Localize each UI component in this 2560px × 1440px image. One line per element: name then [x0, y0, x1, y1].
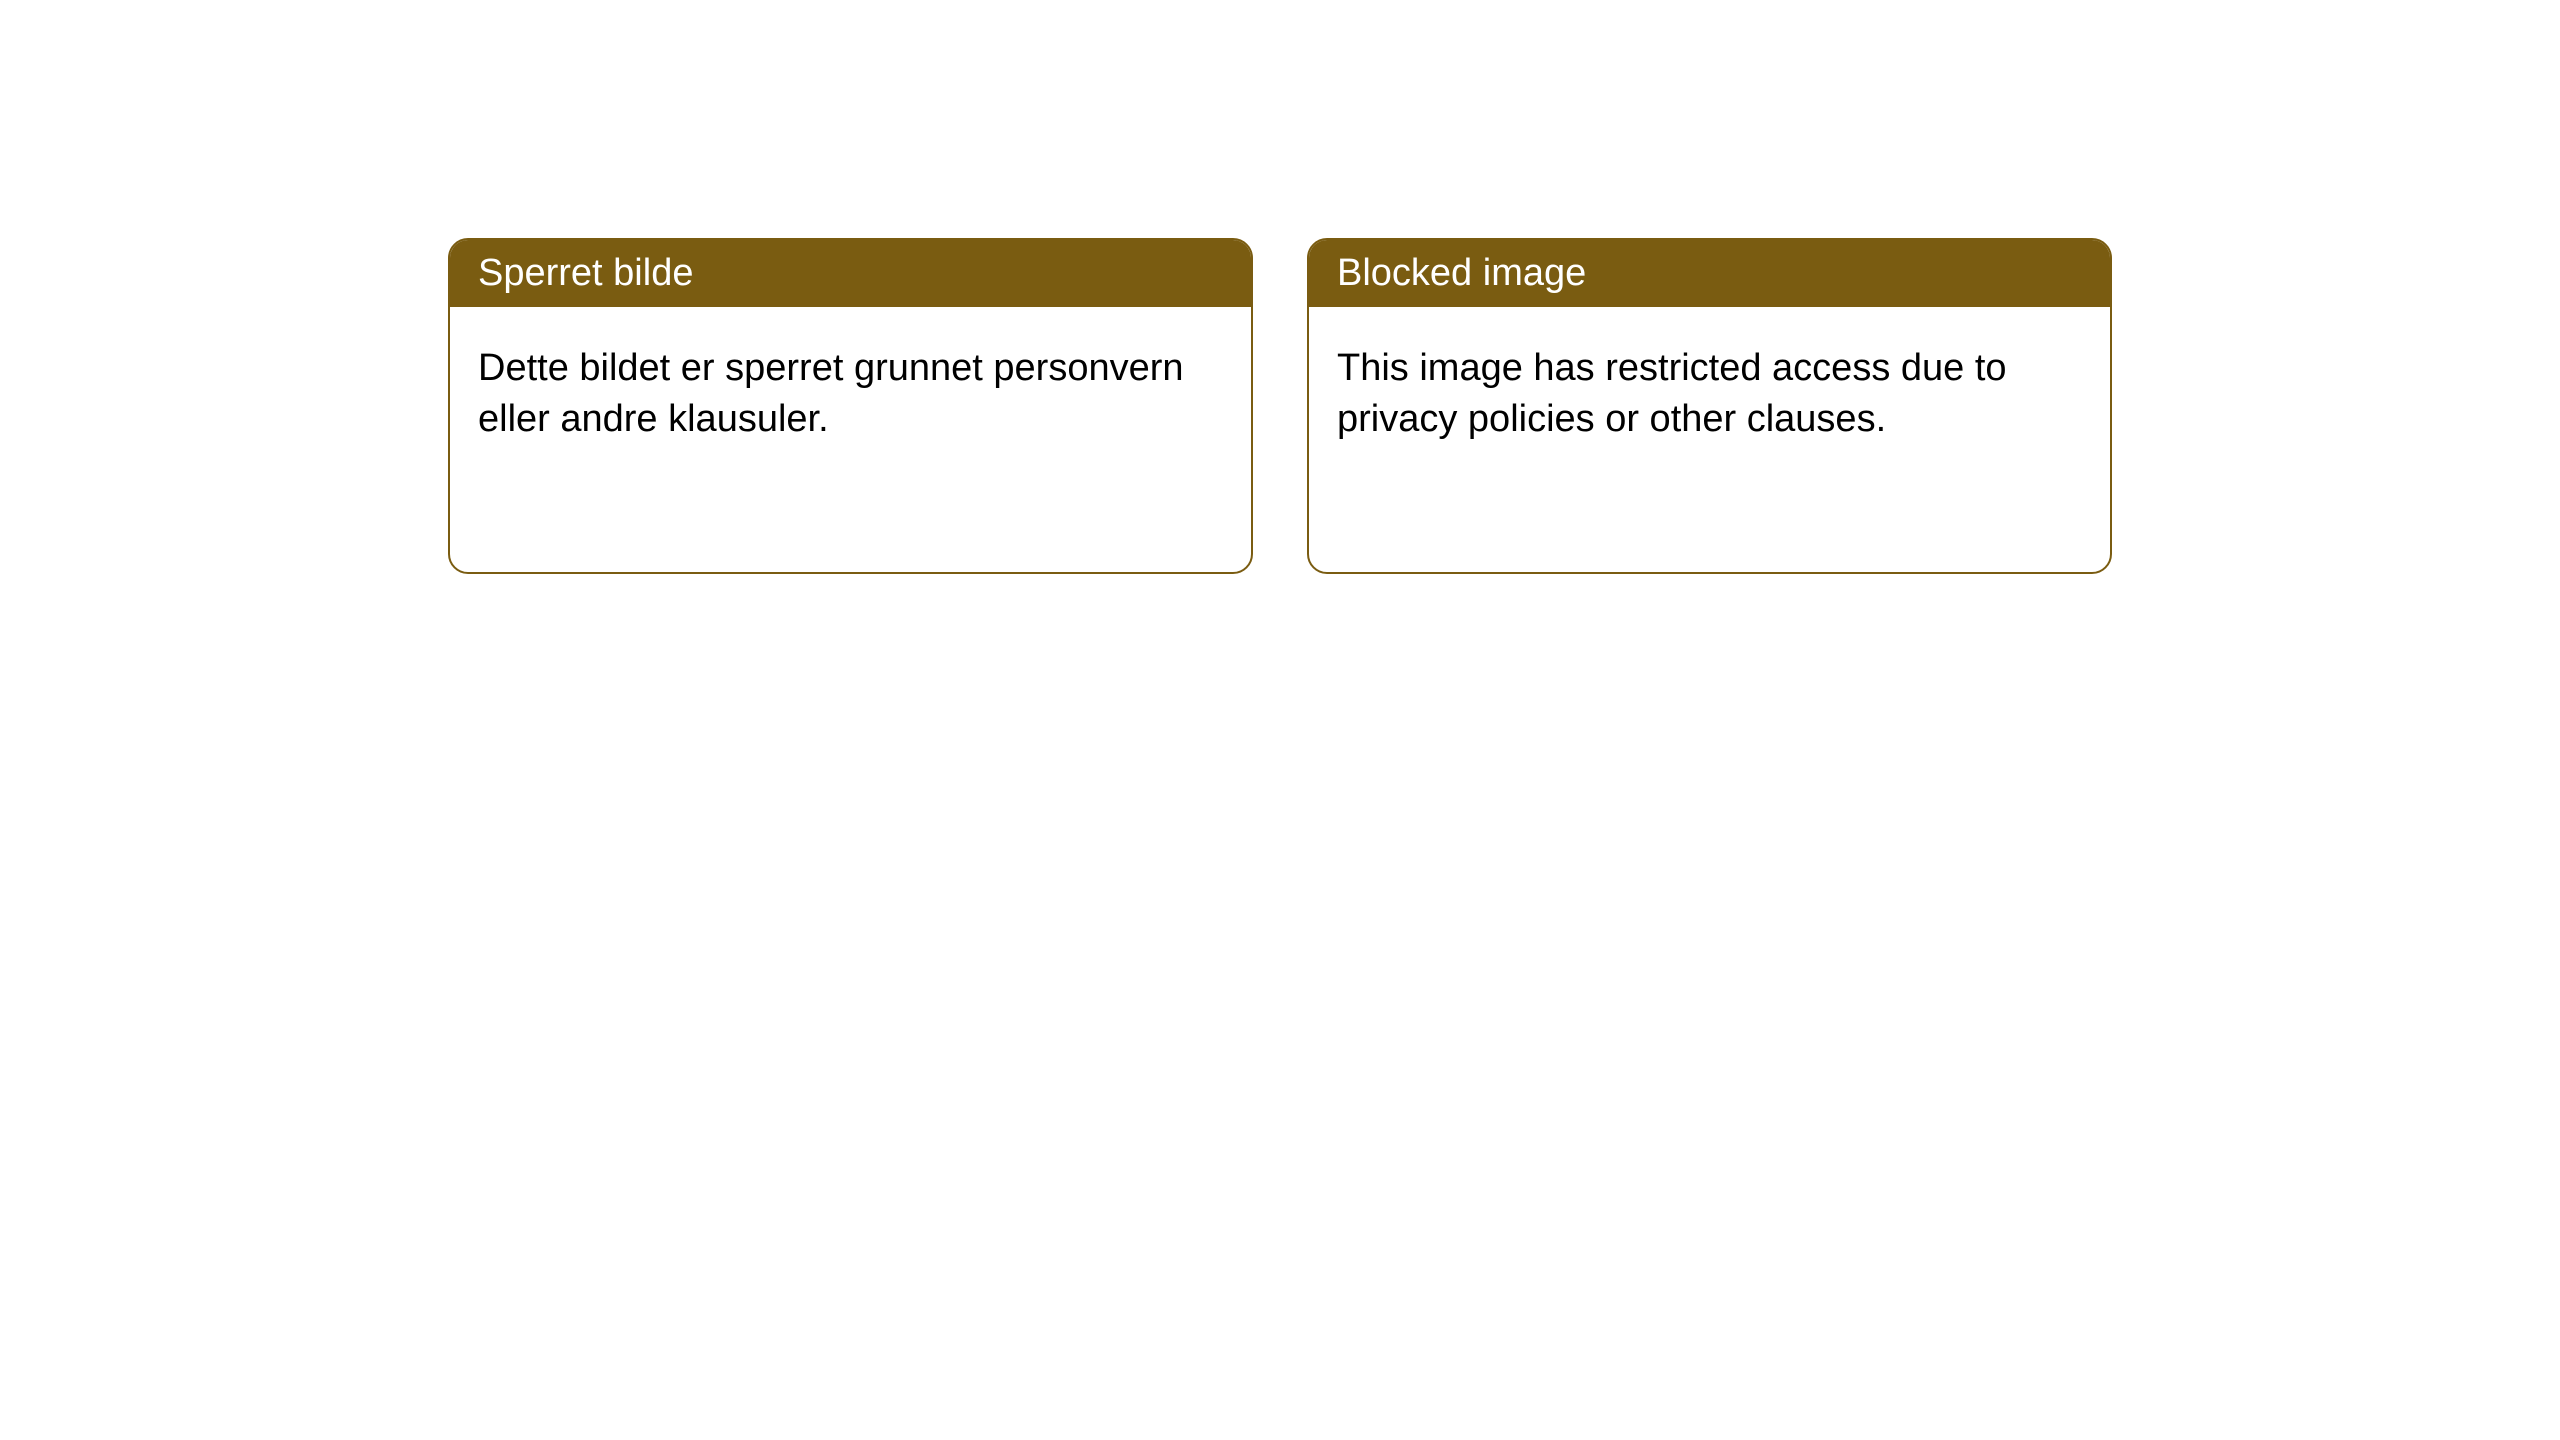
notice-header: Blocked image — [1309, 240, 2110, 307]
notice-body-text: Dette bildet er sperret grunnet personve… — [478, 347, 1184, 440]
notice-body: This image has restricted access due to … — [1309, 307, 2110, 482]
notice-title: Blocked image — [1337, 252, 1586, 294]
notice-box-norwegian: Sperret bilde Dette bildet er sperret gr… — [448, 238, 1253, 574]
notice-container: Sperret bilde Dette bildet er sperret gr… — [0, 0, 2560, 574]
notice-body: Dette bildet er sperret grunnet personve… — [450, 307, 1251, 482]
notice-body-text: This image has restricted access due to … — [1337, 347, 2007, 440]
notice-box-english: Blocked image This image has restricted … — [1307, 238, 2112, 574]
notice-header: Sperret bilde — [450, 240, 1251, 307]
notice-title: Sperret bilde — [478, 252, 693, 294]
